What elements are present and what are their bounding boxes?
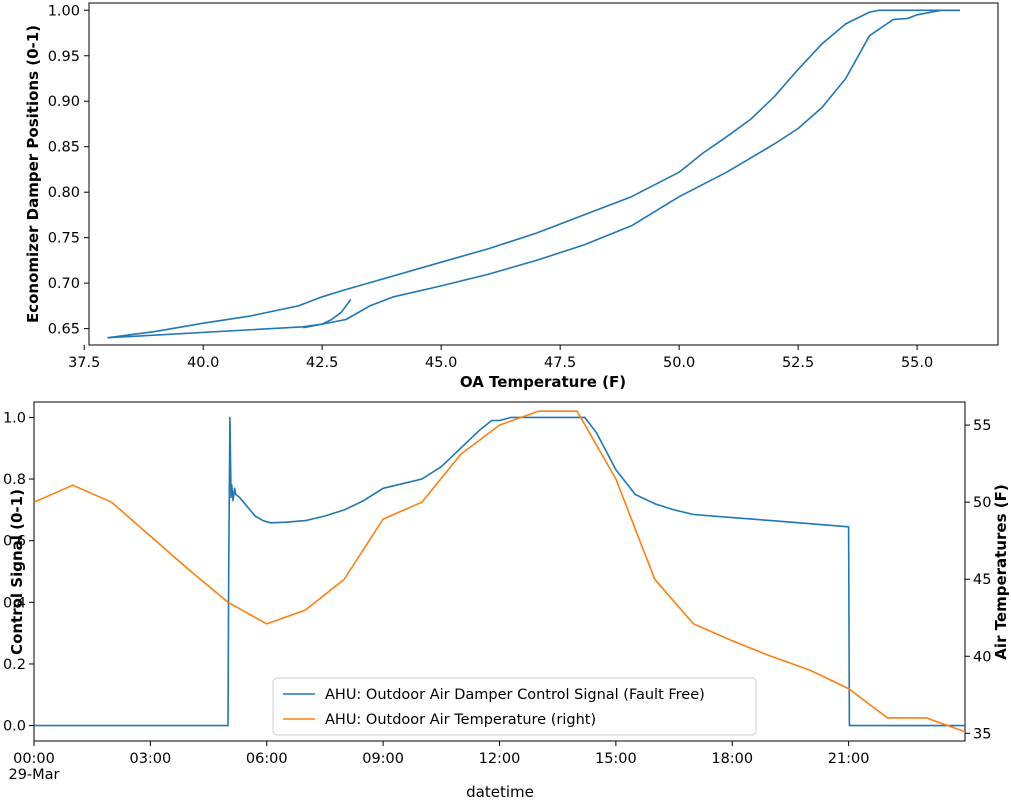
top-series-line-2: [303, 9, 960, 329]
top-x-tick-label: 55.0: [901, 355, 933, 371]
bottom-right-y-tick-label: 45: [973, 572, 991, 588]
bottom-right-y-tick-label: 35: [973, 726, 991, 742]
top-x-tick-label: 40.0: [187, 355, 219, 371]
bottom-series-lines: [33, 410, 966, 733]
legend-label-damper-signal: AHU: Outdoor Air Damper Control Signal (…: [325, 687, 705, 703]
top-y-tick-label: 0.80: [48, 185, 80, 201]
bottom-left-y-tick-label: 0.4: [3, 595, 26, 611]
top-plot-frame: [88, 2, 999, 346]
bottom-x-axis-label: datetime: [466, 783, 534, 801]
bottom-x-tick-label: 06:00: [246, 751, 288, 767]
bottom-left-y-tick-label: 1.0: [3, 410, 26, 426]
top-y-tick-label: 0.70: [48, 276, 80, 292]
top-y-axis-label: Economizer Damper Positions (0-1): [24, 25, 42, 323]
damper-signal-line: [34, 416, 965, 727]
top-x-tick-label: 47.5: [544, 355, 576, 371]
bottom-x-tick-label: 18:00: [711, 751, 753, 767]
top-x-tick-label: 37.5: [68, 355, 100, 371]
top-y-tick-label: 0.65: [48, 322, 80, 338]
bottom-right-y-tick-label: 55: [973, 418, 991, 434]
bottom-x-tick-label: 21:00: [828, 751, 870, 767]
top-y-tick-label: 0.85: [48, 140, 80, 156]
bottom-right-y-ticks: 35 40 45 50 55: [965, 418, 991, 742]
bottom-left-y-tick-label: 0.0: [3, 719, 26, 735]
top-x-tick-label: 52.5: [782, 355, 814, 371]
legend: AHU: Outdoor Air Damper Control Signal (…: [272, 677, 757, 736]
bottom-x-tick-label: 09:00: [362, 751, 404, 767]
top-y-tick-label: 1.00: [48, 3, 80, 19]
oa-temperature-line: [33, 410, 966, 733]
top-x-ticks: 37.5 40.0 42.5 45.0 47.5 50.0 52.5 55.0: [68, 345, 933, 371]
top-y-tick-label: 0.90: [48, 94, 80, 110]
top-y-tick-label: 0.95: [48, 49, 80, 65]
top-series-lines: [107, 9, 960, 339]
top-y-ticks: 0.65 0.70 0.75 0.80 0.85 0.90 0.95 1.00: [48, 3, 89, 338]
bottom-x-tick-label: 00:00: [13, 751, 55, 767]
top-x-tick-label: 42.5: [306, 355, 338, 371]
legend-box: [272, 677, 757, 736]
bottom-x-tick-label: 03:00: [129, 751, 171, 767]
bottom-x-tick-sublabel: 29-Mar: [8, 767, 59, 783]
bottom-left-y-tick-label: 0.6: [3, 534, 26, 550]
bottom-y-axis-label-left: Control Signal (0-1): [8, 489, 26, 655]
top-x-tick-label: 50.0: [663, 355, 695, 371]
bottom-left-y-tick-label: 0.8: [3, 472, 26, 488]
bottom-right-y-tick-label: 40: [973, 649, 991, 665]
top-x-axis-label: OA Temperature (F): [460, 373, 626, 391]
bottom-y-axis-label-right: Air Temperatures (F): [992, 484, 1010, 659]
top-x-tick-label: 45.0: [425, 355, 457, 371]
bottom-right-y-tick-label: 50: [973, 495, 991, 511]
scatter-line-chart-damper-vs-oa-temp: 37.5 40.0 42.5 45.0 47.5 50.0 52.5 55.0 0.65 0.7…: [24, 2, 999, 391]
bottom-left-y-ticks: 0.0 0.2 0.4 0.6 0.8 1.0: [3, 410, 34, 735]
top-y-tick-label: 0.75: [48, 231, 80, 247]
bottom-x-tick-label: 15:00: [595, 751, 637, 767]
bottom-left-y-tick-label: 0.2: [3, 657, 26, 673]
top-series-line-1: [107, 9, 960, 339]
legend-label-oa-temp: AHU: Outdoor Air Temperature (right): [325, 712, 596, 728]
bottom-x-tick-label: 12:00: [479, 751, 521, 767]
